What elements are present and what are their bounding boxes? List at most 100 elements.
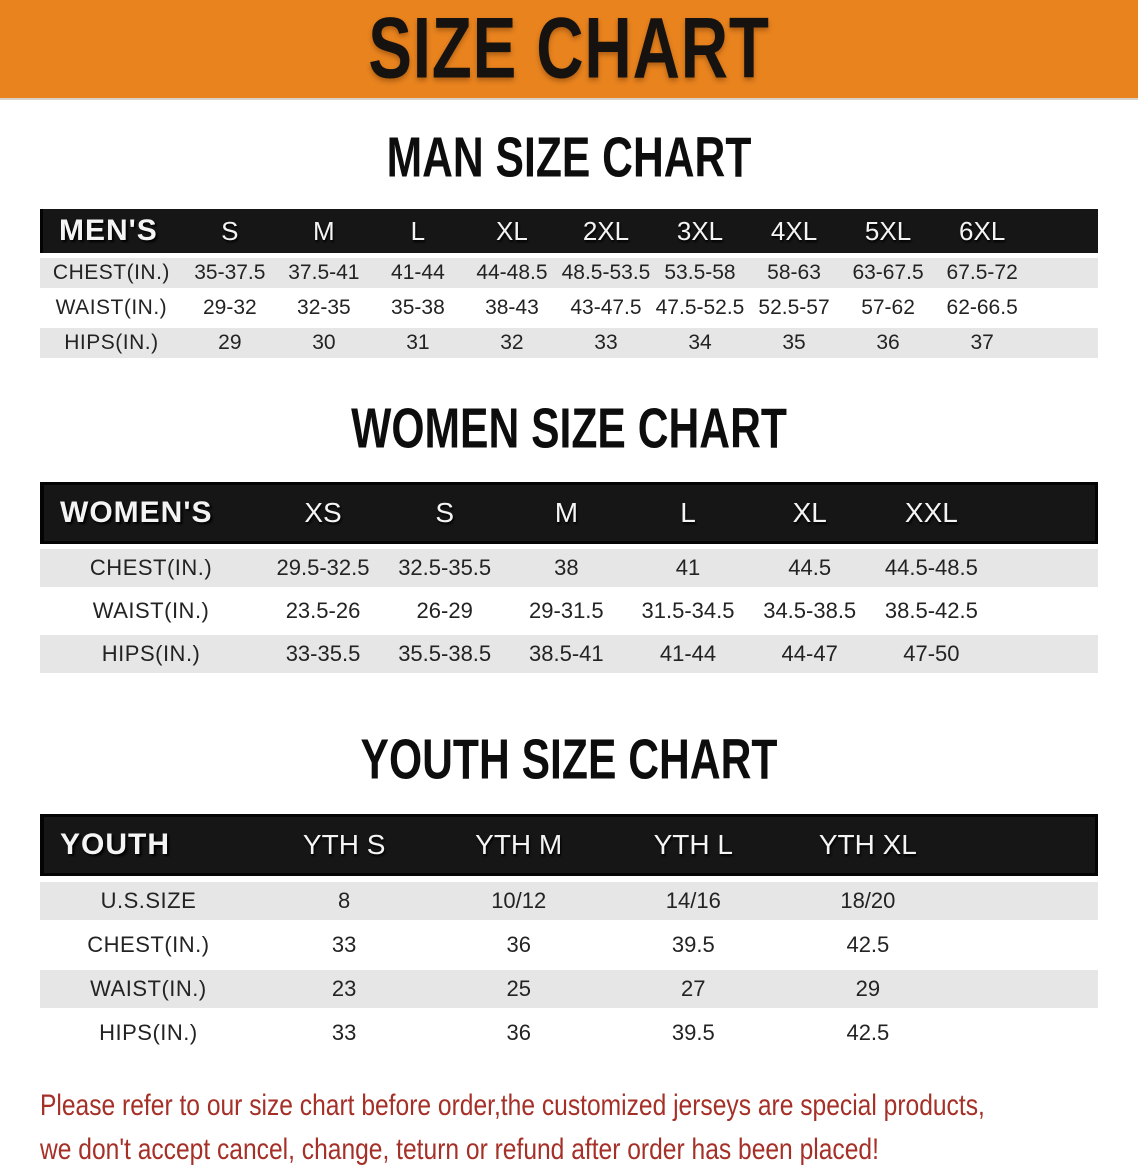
size-value-cell: 42.5 <box>780 1014 956 1052</box>
size-value-cell: 29-32 <box>182 293 277 323</box>
size-value-cell: 37 <box>935 328 1030 358</box>
row-filler <box>955 882 1098 920</box>
measurement-row-label: HIPS(IN.) <box>40 635 263 673</box>
men-size-table: MEN'S S M L XL 2XL 3XL 4XL 5XL 6XL CHEST(IN.) 35-37… <box>40 204 1098 363</box>
size-value-cell: 36 <box>841 328 936 358</box>
size-value-cell: 34 <box>652 328 748 358</box>
measurement-row-label: WAIST(IN.) <box>40 293 183 323</box>
size-value-cell: 47.5-52.5 <box>652 293 748 323</box>
size-value-cell: 29 <box>182 328 277 358</box>
size-value-cell: 31.5-34.5 <box>627 592 749 630</box>
size-value-cell: 43-47.5 <box>558 293 653 323</box>
table-row: WAIST(IN.) 23.5-26 26-29 29-31.5 31.5-34.5 34… <box>40 592 1098 630</box>
size-value-cell: 42.5 <box>780 926 956 964</box>
size-value-cell: 37.5-41 <box>276 258 371 288</box>
size-column-header: XXL <box>870 482 993 544</box>
size-value-cell: 33 <box>256 926 432 964</box>
size-value-cell: 39.5 <box>606 1014 781 1052</box>
banner-title: SIZE CHART <box>368 0 770 97</box>
women-size-table: WOMEN'S XS S M L XL XXL CHEST(IN.) 29.5-32.5 32.5… <box>40 477 1098 678</box>
header-filler <box>955 814 1098 876</box>
table-row: HIPS(IN.) 33 36 39.5 42.5 <box>40 1014 1098 1052</box>
size-column-header: 5XL <box>841 209 936 253</box>
size-column-header: 3XL <box>652 209 748 253</box>
size-value-cell: 38 <box>505 549 628 587</box>
women-header-row: WOMEN'S XS S M L XL XXL <box>40 482 1098 544</box>
size-value-cell: 67.5-72 <box>935 258 1030 288</box>
size-value-cell: 34.5-38.5 <box>748 592 871 630</box>
row-filler <box>1029 258 1098 288</box>
size-value-cell: 26-29 <box>383 592 506 630</box>
section-title-men: MAN SIZE CHART <box>386 126 752 190</box>
row-filler <box>1029 293 1098 323</box>
table-group-label: WOMEN'S <box>40 482 263 544</box>
men-header-row: MEN'S S M L XL 2XL 3XL 4XL 5XL 6XL <box>40 209 1098 253</box>
size-column-header: YTH S <box>256 814 432 876</box>
size-value-cell: 44.5-48.5 <box>870 549 993 587</box>
size-value-cell: 36 <box>431 1014 606 1052</box>
size-value-cell: 31 <box>370 328 465 358</box>
banner: SIZE CHART <box>0 0 1138 100</box>
size-column-header: 6XL <box>935 209 1030 253</box>
measurement-row-label: U.S.SIZE <box>40 882 257 920</box>
notice-line-1: Please refer to our size chart before or… <box>40 1089 985 1122</box>
section-title-women: WOMEN SIZE CHART <box>351 397 787 461</box>
row-filler <box>1029 328 1098 358</box>
size-value-cell: 39.5 <box>606 926 781 964</box>
header-filler <box>992 482 1098 544</box>
size-column-header: 2XL <box>558 209 653 253</box>
size-value-cell: 35-38 <box>370 293 465 323</box>
size-value-cell: 14/16 <box>606 882 781 920</box>
size-column-header: XL <box>748 482 871 544</box>
header-filler <box>1029 209 1098 253</box>
size-column-header: YTH XL <box>780 814 956 876</box>
size-value-cell: 32.5-35.5 <box>383 549 506 587</box>
size-column-header: XS <box>262 482 384 544</box>
size-value-cell: 29.5-32.5 <box>262 549 384 587</box>
table-row: HIPS(IN.) 29 30 31 32 33 34 35 36 37 <box>40 328 1098 358</box>
size-value-cell: 8 <box>256 882 432 920</box>
size-value-cell: 44.5 <box>748 549 871 587</box>
size-value-cell: 27 <box>606 970 781 1008</box>
size-value-cell: 23 <box>256 970 432 1008</box>
size-value-cell: 44-48.5 <box>464 258 559 288</box>
row-filler <box>955 1014 1098 1052</box>
size-column-header: S <box>383 482 506 544</box>
row-filler <box>955 970 1098 1008</box>
size-value-cell: 30 <box>276 328 371 358</box>
size-value-cell: 48.5-53.5 <box>558 258 653 288</box>
size-value-cell: 57-62 <box>841 293 936 323</box>
size-value-cell: 62-66.5 <box>935 293 1030 323</box>
table-row: WAIST(IN.) 29-32 32-35 35-38 38-43 43-47.5 47.… <box>40 293 1098 323</box>
table-row: CHEST(IN.) 33 36 39.5 42.5 <box>40 926 1098 964</box>
notice-line-2: we don't accept cancel, change, teturn o… <box>40 1133 879 1166</box>
size-value-cell: 33-35.5 <box>262 635 384 673</box>
size-column-header: M <box>505 482 628 544</box>
table-row: WAIST(IN.) 23 25 27 29 <box>40 970 1098 1008</box>
size-value-cell: 32-35 <box>276 293 371 323</box>
youth-header-row: YOUTH YTH S YTH M YTH L YTH XL <box>40 814 1098 876</box>
table-row: U.S.SIZE 8 10/12 14/16 18/20 <box>40 882 1098 920</box>
size-chart-sections: MAN SIZE CHART MEN'S S M L XL 2XL 3XL 4XL 5XL 6XL C… <box>0 126 1138 1058</box>
table-row: HIPS(IN.) 33-35.5 35.5-38.5 38.5-41 41-44 44-… <box>40 635 1098 673</box>
size-value-cell: 32 <box>464 328 559 358</box>
measurement-row-label: HIPS(IN.) <box>40 328 183 358</box>
row-filler <box>955 926 1098 964</box>
table-group-label: MEN'S <box>40 209 183 253</box>
measurement-row-label: CHEST(IN.) <box>40 549 263 587</box>
size-column-header: M <box>276 209 371 253</box>
size-value-cell: 47-50 <box>870 635 993 673</box>
size-value-cell: 44-47 <box>748 635 871 673</box>
size-value-cell: 10/12 <box>431 882 606 920</box>
size-value-cell: 53.5-58 <box>652 258 748 288</box>
row-filler <box>992 635 1098 673</box>
size-value-cell: 33 <box>256 1014 432 1052</box>
order-notice: Please refer to our size chart before or… <box>0 1084 1138 1172</box>
size-value-cell: 52.5-57 <box>747 293 842 323</box>
size-column-header: YTH M <box>431 814 606 876</box>
measurement-row-label: CHEST(IN.) <box>40 926 257 964</box>
section-title-youth: YOUTH SIZE CHART <box>360 728 778 792</box>
table-row: CHEST(IN.) 35-37.5 37.5-41 41-44 44-48.5 48.5… <box>40 258 1098 288</box>
measurement-row-label: HIPS(IN.) <box>40 1014 257 1052</box>
